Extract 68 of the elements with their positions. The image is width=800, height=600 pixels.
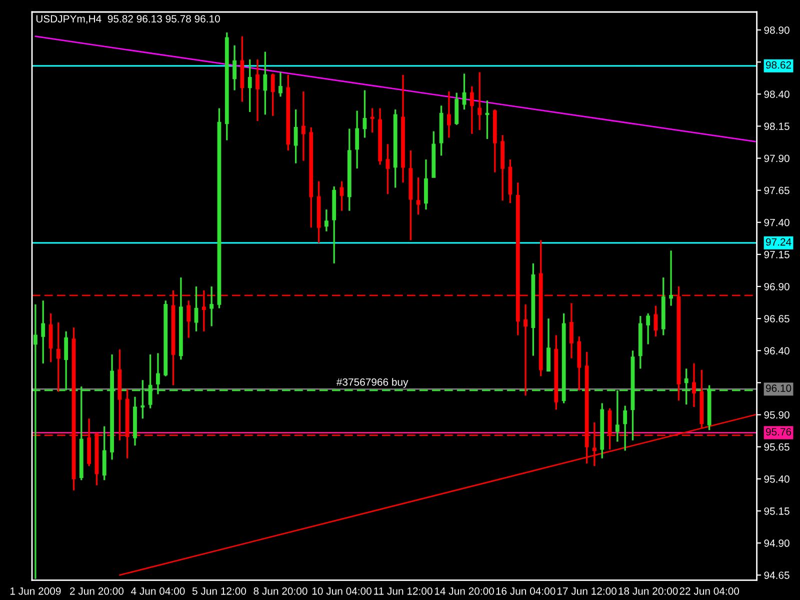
y-tick-label: 98.40 <box>764 90 790 98</box>
candlestick <box>646 312 650 346</box>
candlestick <box>447 90 451 139</box>
candlestick <box>194 286 198 332</box>
x-tick-label: 14 Jun 20:00 <box>434 587 494 595</box>
y-tick-label: 97.40 <box>764 218 790 226</box>
x-tick-label: 16 Jun 04:00 <box>496 587 556 595</box>
candlestick <box>263 50 268 116</box>
candlestick <box>41 300 46 364</box>
y-tick-label: 95.40 <box>764 475 790 483</box>
y-tick-label: 98.15 <box>764 122 790 130</box>
y-tick-label: 97.15 <box>764 250 790 258</box>
candlestick <box>478 71 482 131</box>
y-tick-label: 96.40 <box>764 347 790 354</box>
x-tick-label: 2 Jun 20:00 <box>70 587 124 595</box>
candlestick <box>470 86 474 135</box>
candlestick <box>56 322 60 392</box>
candlestick <box>362 89 367 139</box>
candlestick <box>386 143 390 195</box>
ref-line-label: 96.10 <box>766 384 792 392</box>
candlestick <box>278 71 282 98</box>
x-tick-label: 8 Jun 20:00 <box>254 587 308 595</box>
candlestick <box>210 286 214 328</box>
x-tick-label: 10 Jun 04:00 <box>312 587 372 595</box>
y-tick-label: 96.65 <box>764 315 790 322</box>
candlestick <box>340 180 344 212</box>
x-tick-label: 18 Jun 20:00 <box>618 587 678 595</box>
y-tick-label: 94.65 <box>764 572 790 579</box>
candlestick <box>546 318 550 372</box>
candlestick <box>48 312 53 363</box>
x-tick-label: 1 Jun 2009 <box>10 587 61 595</box>
candlestick <box>416 176 420 216</box>
x-tick-label: 11 Jun 12:00 <box>374 587 432 595</box>
y-tick-label: 98.90 <box>764 26 790 34</box>
candlestick <box>669 250 673 307</box>
candlestick <box>485 100 490 140</box>
candlestick <box>654 304 658 338</box>
y-tick-label: 95.15 <box>764 507 790 515</box>
x-tick-label: 17 Jun 12:00 <box>557 587 617 595</box>
candlestick <box>462 72 466 110</box>
candlestick <box>524 304 528 396</box>
candlestick <box>186 300 191 339</box>
candlestick <box>232 44 236 92</box>
candlestick <box>324 208 328 232</box>
y-tick-label: 96.90 <box>764 282 790 290</box>
ref-line-label: 97.24 <box>766 238 792 246</box>
ref-line-label: 98.62 <box>766 61 792 69</box>
y-tick-label: 97.90 <box>764 154 790 162</box>
candlestick <box>256 58 260 122</box>
x-tick-label: 22 Jun 04:00 <box>680 587 740 595</box>
candlestick <box>570 302 574 360</box>
candlestick <box>294 108 298 164</box>
y-tick-label: 94.90 <box>764 540 790 547</box>
chart-title: USDJPYm,H4 95.82 96.13 95.78 96.10 <box>36 15 220 24</box>
x-tick-label: 5 Jun 12:00 <box>192 587 246 595</box>
candlestick <box>370 107 374 134</box>
y-tick-label: 95.65 <box>764 443 790 451</box>
candlestick <box>692 362 696 408</box>
x-tick-label: 4 Jun 04:00 <box>130 587 185 595</box>
candlestick <box>623 404 628 452</box>
ref-line-label: #37567966 buy <box>336 378 408 388</box>
candlestick <box>248 58 252 113</box>
ref-line-label: 95.76 <box>766 428 792 436</box>
candlestick <box>302 90 306 162</box>
candlestick <box>355 110 360 170</box>
y-tick-label: 95.90 <box>764 411 790 419</box>
candlestick <box>270 72 275 117</box>
y-tick-label: 97.65 <box>764 186 790 194</box>
